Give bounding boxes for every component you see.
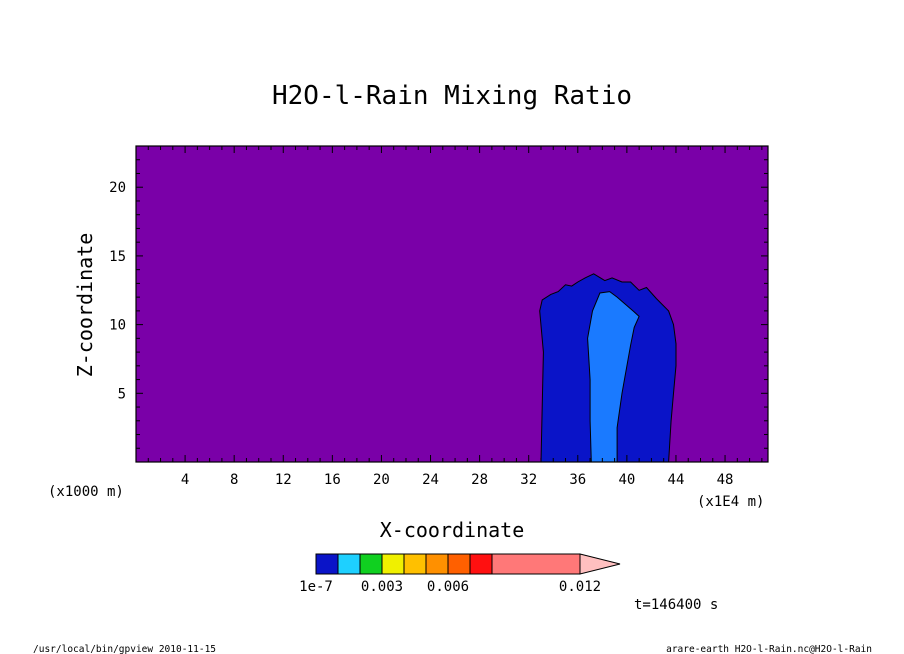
x-tick-label: 40 (618, 472, 635, 488)
plot-background (136, 146, 768, 462)
colorbar-tick-label: 0.012 (559, 579, 601, 595)
colorbar-swatch (469, 553, 493, 575)
y-tick-label: 15 (109, 249, 126, 265)
colorbar-swatch (359, 553, 383, 575)
x-tick-label: 12 (275, 472, 292, 488)
x-tick-label: 36 (569, 472, 586, 488)
x-tick-label: 20 (373, 472, 390, 488)
y-axis-label: Z-coordinate (73, 233, 97, 378)
colorbar: 1e-7 0.003 0.006 0.012 (299, 553, 621, 595)
x-tick-label: 24 (422, 472, 439, 488)
colorbar-tick-label: 0.006 (427, 579, 469, 595)
y-tick-label: 10 (109, 318, 126, 334)
x-tick-label: 4 (181, 472, 189, 488)
contour-regions (539, 273, 677, 463)
plot-frame (135, 145, 769, 463)
colorbar-tick-label: 0.003 (361, 579, 403, 595)
colorbar-swatch (315, 553, 339, 575)
x-unit-label: (x1E4 m) (697, 494, 764, 510)
y-unit-label: (x1000 m) (48, 484, 124, 500)
y-tick-label: 5 (118, 386, 126, 402)
x-tick-label: 32 (520, 472, 537, 488)
x-tick-label: 48 (717, 472, 734, 488)
colorbar-swatch (381, 553, 405, 575)
contour-region-2 (587, 291, 640, 463)
x-tick-label: 44 (668, 472, 685, 488)
colorbar-swatch (447, 553, 471, 575)
chart-title: H2O-l-Rain Mixing Ratio (272, 81, 632, 111)
footer-right: arare-earth_H2O-l-Rain.nc@H2O-l-Rain (666, 644, 872, 654)
x-axis-label: X-coordinate (380, 518, 525, 542)
colorbar-swatch (425, 553, 449, 575)
y-tick-label: 20 (109, 180, 126, 196)
x-tick-label: 28 (471, 472, 488, 488)
x-tick-label: 8 (230, 472, 238, 488)
colorbar-extend-arrow (579, 553, 621, 575)
time-label: t=146400 s (634, 597, 718, 613)
x-tick-label: 16 (324, 472, 341, 488)
colorbar-swatch (337, 553, 361, 575)
colorbar-tick-label: 1e-7 (299, 579, 333, 595)
footer-left: /usr/local/bin/gpview 2010-11-15 (33, 644, 216, 654)
colorbar-swatch (491, 553, 581, 575)
colorbar-swatch (403, 553, 427, 575)
